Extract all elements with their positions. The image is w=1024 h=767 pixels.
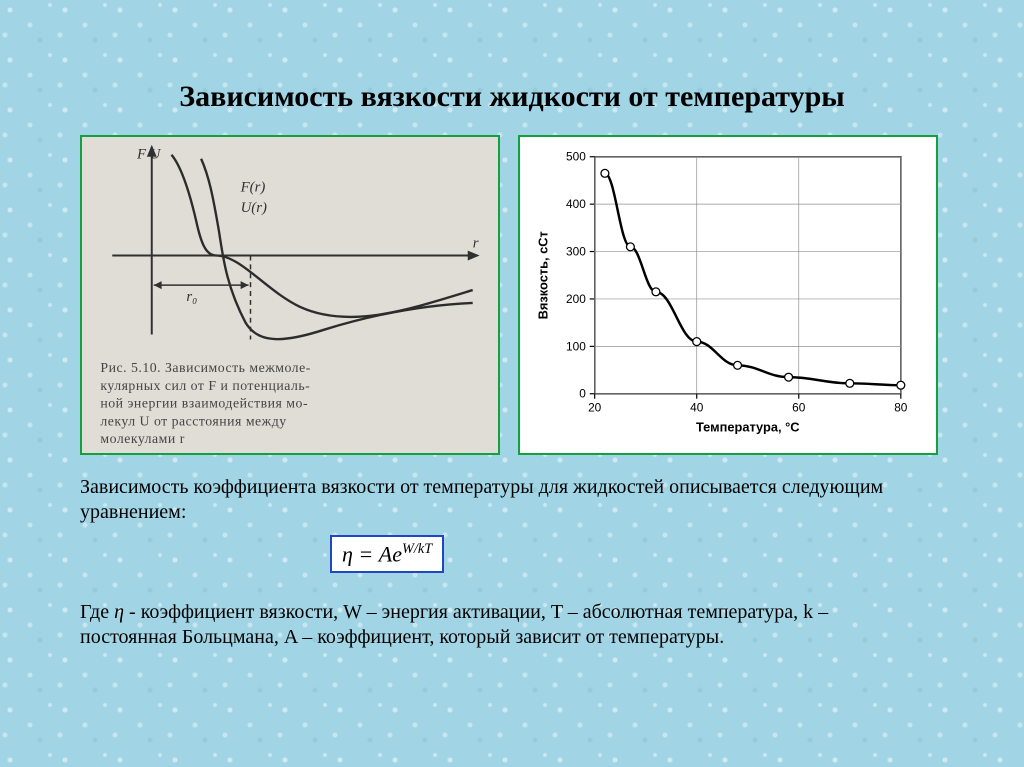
axis-label-r: r (473, 236, 479, 252)
caption-line-4: молекулами r (100, 431, 184, 446)
svg-text:400: 400 (566, 197, 586, 211)
svg-text:40: 40 (690, 401, 704, 415)
eq-exp: W/kT (402, 541, 432, 557)
figure-viscosity-chart: 0 100 200 300 400 500 20 40 60 80 Температура, °С В… (518, 135, 938, 455)
axis-label-FU: F U (136, 147, 162, 163)
svg-text:500: 500 (566, 150, 586, 164)
equation-box: η = AeW/kT (330, 535, 444, 573)
page-title: Зависимость вязкости жидкости от темпера… (80, 80, 944, 114)
p2-prefix: Где (80, 601, 114, 623)
svg-text:0: 0 (579, 387, 586, 401)
eq-base: Ae (379, 541, 402, 566)
figure-schematic-potential: F U r F(r) U(r) r₀ Рис. 5.10. Зависимост… (80, 135, 500, 455)
caption-line-2: ной энергии взаимодействия мо- (100, 396, 308, 411)
svg-text:300: 300 (566, 245, 586, 259)
paragraph-1: Зависимость коэффициента вязкости от тем… (80, 475, 924, 525)
schematic-svg: F U r F(r) U(r) r₀ Рис. 5.10. Зависимост… (82, 137, 498, 453)
eq-sign: = (353, 541, 379, 566)
paragraph-2: Где η - коэффициент вязкости, W – энерги… (80, 600, 924, 650)
svg-text:80: 80 (894, 401, 908, 415)
caption-line-3: лекул U от расстояния между (100, 413, 286, 428)
r0-label: r₀ (186, 289, 197, 305)
eq-lhs: η (342, 541, 353, 566)
svg-text:Температура, °С: Температура, °С (696, 419, 800, 434)
curve-label-U: U(r) (241, 200, 267, 216)
caption-line-1: кулярных сил от F и потенциаль- (100, 378, 310, 393)
curve-label-F: F(r) (240, 179, 266, 195)
svg-text:20: 20 (588, 401, 602, 415)
p2-rest: - коэффициент вязкости, W – энергия акти… (80, 601, 828, 648)
caption-line-0: Рис. 5.10. Зависимость межмоле- (100, 360, 310, 375)
svg-text:200: 200 (566, 292, 586, 306)
figures-row: F U r F(r) U(r) r₀ Рис. 5.10. Зависимост… (80, 135, 964, 455)
svg-text:Вязкость, сСт: Вязкость, сСт (535, 231, 550, 319)
svg-text:60: 60 (792, 401, 806, 415)
p2-eta: η (114, 601, 124, 623)
svg-text:100: 100 (566, 339, 586, 353)
chart-svg: 0 100 200 300 400 500 20 40 60 80 Температура, °С В… (520, 137, 936, 453)
